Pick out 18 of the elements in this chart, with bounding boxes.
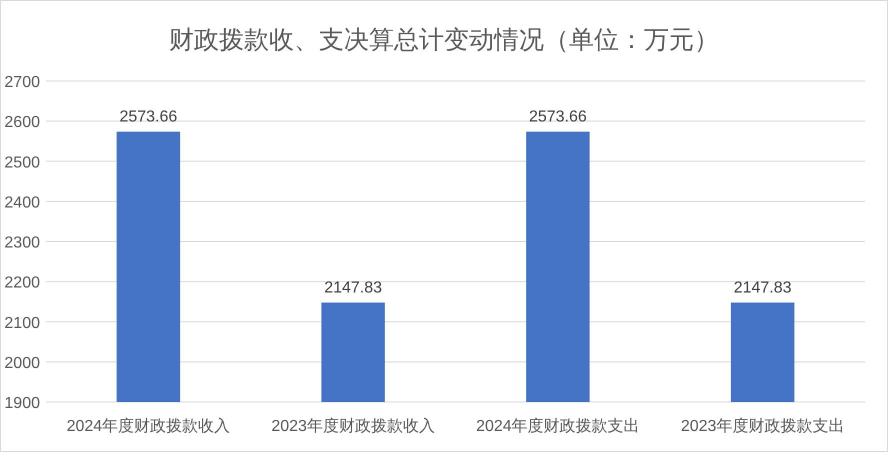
data-label: 2147.83	[734, 280, 792, 297]
x-tick-label: 2024年度财政拨款收入	[66, 417, 230, 435]
y-tick-label: 2700	[4, 74, 40, 91]
y-tick-label: 2500	[4, 154, 40, 172]
y-tick-label: 2400	[4, 194, 40, 212]
x-tick-label: 2023年度财政拨款收入	[271, 417, 435, 435]
data-label: 2147.83	[324, 280, 382, 297]
x-tick-label: 2024年度财政拨款支出	[476, 417, 640, 435]
chart-title: 财政拨款收、支决算总计变动情况（单位：万元）	[169, 26, 719, 54]
y-tick-label: 2200	[4, 274, 40, 292]
data-label: 2573.66	[119, 108, 178, 126]
y-tick-label: 2000	[4, 354, 40, 372]
x-tick-label: 2023年度财政拨款支出	[680, 417, 844, 435]
y-tick-label: 1900	[4, 395, 40, 412]
y-tick-label: 2100	[4, 314, 40, 332]
y-tick-label: 2300	[4, 234, 40, 252]
data-label: 2573.66	[528, 108, 587, 126]
y-tick-label: 2600	[4, 114, 40, 132]
